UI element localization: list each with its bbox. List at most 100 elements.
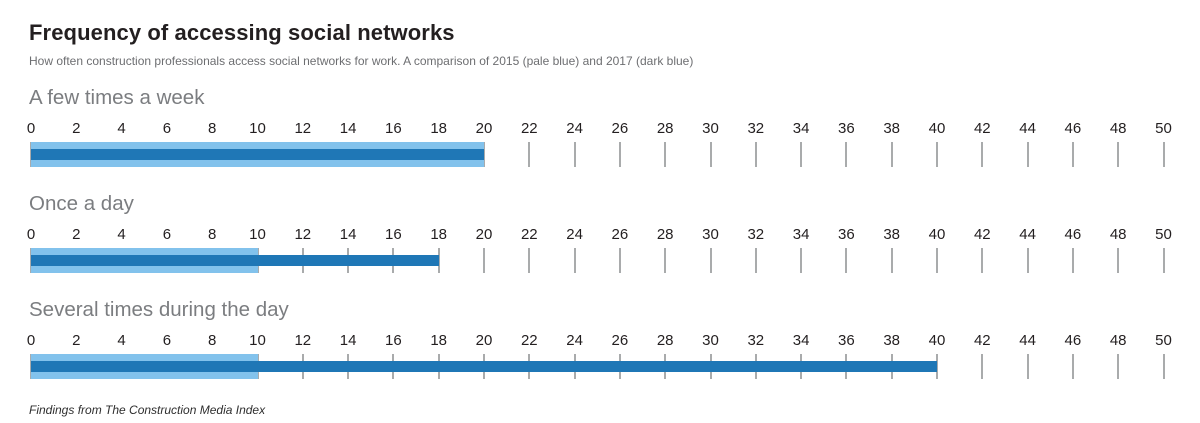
axis-tick [754, 142, 757, 167]
axis-tick-label: 20 [475, 120, 493, 137]
axis-tick-label: 14 [339, 226, 357, 243]
axis-tick [1026, 142, 1029, 167]
axis-tick-label: 38 [883, 120, 901, 137]
axis-tick-label: 38 [883, 332, 901, 349]
axis-tick [1071, 354, 1074, 379]
axis-tick [1162, 142, 1165, 167]
axis-tick-label: 24 [566, 120, 583, 137]
axis-tick-label: 4 [117, 226, 126, 243]
axis-tick-label: 28 [656, 120, 674, 137]
axis-tick-label: 22 [520, 332, 538, 349]
axis-tick [1162, 248, 1165, 273]
axis-tick [1117, 142, 1120, 167]
axis-tick-label: 10 [249, 226, 266, 243]
axis-tick-label: 10 [249, 332, 266, 349]
axis-tick-label: 42 [973, 120, 991, 137]
chart-group: Several times during the day 0 2 4 6 8 10 12 14 1… [0, 297, 1200, 379]
axis-tick [483, 142, 485, 167]
axis-tick-label: 42 [973, 226, 991, 243]
axis-tick [754, 248, 757, 273]
axis-tick-label: 28 [656, 332, 674, 349]
axis-tick [800, 248, 803, 273]
axis-tick-label: 6 [162, 226, 172, 243]
group-label: A few times a week [29, 86, 205, 109]
page-title: Frequency of accessing social networks [29, 20, 455, 45]
axis-tick-label: 22 [520, 226, 538, 243]
axis-tick-label: 12 [294, 226, 312, 243]
axis-tick-label: 48 [1109, 332, 1127, 349]
axis-tick-label: 48 [1109, 120, 1127, 137]
axis-tick [981, 248, 984, 273]
axis-tick-label: 20 [475, 226, 493, 243]
axis-tick-label: 48 [1109, 226, 1127, 243]
axis-tick-label: 32 [747, 120, 765, 137]
chart-group: Once a day 0 2 4 6 8 10 12 14 16 18 20 22 24 26 28 30 32 3… [0, 191, 1200, 273]
axis-tick-label: 22 [520, 120, 538, 137]
axis-tick-label: 28 [656, 226, 674, 243]
axis-tick [845, 142, 848, 167]
axis-tick-label: 2 [72, 120, 81, 137]
axis-tick-label: 10 [249, 120, 266, 137]
axis-tick-label: 46 [1064, 120, 1082, 137]
axis-tick-label: 2 [72, 226, 81, 243]
axis-tick [1117, 354, 1120, 379]
bar-2017 [31, 149, 484, 160]
bar-2017 [31, 361, 937, 372]
page-subtitle: How often construction professionals acc… [29, 54, 694, 68]
axis-tick-label: 12 [294, 332, 312, 349]
axis-tick-label: 44 [1019, 332, 1036, 349]
axis-tick-label: 24 [566, 226, 583, 243]
axis-tick-label: 24 [566, 332, 583, 349]
axis-tick [1071, 142, 1074, 167]
axis-tick-label: 40 [928, 120, 946, 137]
axis: 0 2 4 6 8 10 12 14 16 18 20 22 24 26 28 30 32 34 36 38 40 42 4… [0, 121, 1200, 167]
axis-tick [528, 248, 531, 273]
axis-tick-label: 44 [1019, 226, 1036, 243]
axis-tick-label: 32 [747, 332, 765, 349]
axis-tick-label: 44 [1019, 120, 1036, 137]
axis-tick-label: 34 [792, 226, 810, 243]
axis-tick-label: 42 [973, 332, 991, 349]
axis-tick-label: 50 [1155, 226, 1172, 243]
axis-tick [709, 142, 712, 167]
axis-tick-label: 18 [430, 332, 448, 349]
axis-tick-label: 18 [430, 226, 448, 243]
source-note: Findings from The Construction Media Ind… [29, 403, 266, 417]
axis-tick-label: 36 [838, 120, 855, 137]
bar-2017 [31, 255, 439, 266]
axis-tick-label: 26 [611, 120, 629, 137]
axis-tick-label: 0 [26, 226, 36, 243]
axis-tick [1026, 354, 1029, 379]
axis-tick-label: 0 [26, 120, 36, 137]
axis-tick [845, 248, 848, 273]
axis-tick-label: 6 [162, 332, 172, 349]
axis-tick-label: 46 [1064, 226, 1082, 243]
axis: 0 2 4 6 8 10 12 14 16 18 20 22 24 26 28 30 32 34 36 38 40 42 4… [0, 333, 1200, 379]
axis-tick-label: 16 [385, 120, 402, 137]
axis-tick-label: 40 [928, 332, 946, 349]
axis-tick [1026, 248, 1029, 273]
axis-tick [1117, 248, 1120, 273]
axis-tick-label: 2 [72, 332, 81, 349]
axis-tick [573, 248, 576, 273]
axis-tick [981, 142, 984, 167]
chart-group: A few times a week 0 2 4 6 8 10 12 14 16 18 20 22 24 2… [0, 85, 1200, 167]
axis-tick [709, 248, 712, 273]
axis-tick [437, 248, 440, 273]
axis-tick-label: 14 [339, 120, 357, 137]
axis-tick-label: 8 [208, 120, 217, 137]
axis-tick [890, 248, 893, 273]
axis-tick-label: 38 [883, 226, 901, 243]
axis-tick-label: 36 [838, 226, 855, 243]
axis-tick [1071, 248, 1074, 273]
axis-tick [936, 248, 938, 273]
axis: 0 2 4 6 8 10 12 14 16 18 20 22 24 26 28 30 32 34 36 38 40 42 4… [0, 227, 1200, 273]
axis-tick-label: 0 [26, 332, 36, 349]
axis-tick-label: 34 [792, 332, 810, 349]
group-label: Once a day [29, 192, 134, 215]
axis-tick [890, 142, 893, 167]
axis-tick-label: 6 [162, 120, 172, 137]
axis-tick-label: 34 [792, 120, 810, 137]
axis-tick [483, 248, 485, 273]
axis-tick-label: 32 [747, 226, 765, 243]
